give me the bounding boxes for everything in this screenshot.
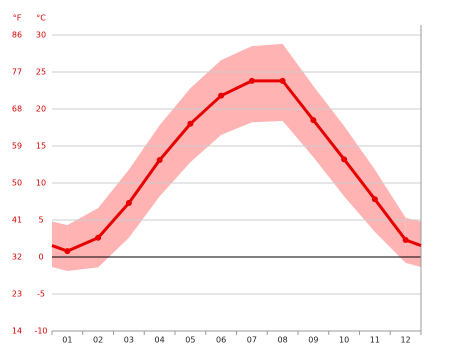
mean-point bbox=[187, 120, 194, 127]
mean-line bbox=[66, 79, 407, 253]
x-tick-label: 04 bbox=[155, 336, 165, 345]
mean-point bbox=[310, 117, 317, 124]
mean-point bbox=[341, 156, 348, 163]
y-axis-label: °C bbox=[36, 14, 46, 23]
y-tick-label: 25 bbox=[36, 68, 46, 77]
x-tick-label: 03 bbox=[124, 336, 134, 345]
y2-tick-label: 14 bbox=[12, 327, 22, 336]
y2-tick-label: 59 bbox=[12, 142, 22, 151]
y2-tick-label: 68 bbox=[12, 105, 22, 114]
x-tick-label: 09 bbox=[308, 336, 318, 345]
mean-point bbox=[156, 157, 163, 164]
y-tick-label: 15 bbox=[36, 142, 46, 151]
x-tick-label: 05 bbox=[185, 336, 195, 345]
y2-tick-label: 77 bbox=[12, 68, 22, 77]
x-tick-label: 07 bbox=[247, 336, 257, 345]
x-tick-label: 12 bbox=[401, 336, 411, 345]
mean-point bbox=[248, 77, 255, 84]
y2-tick-label: 41 bbox=[12, 216, 22, 225]
mean-point bbox=[279, 77, 286, 84]
y2-tick-label: 86 bbox=[12, 31, 22, 40]
x-tick-label: 10 bbox=[339, 336, 349, 345]
x-tick-label: 06 bbox=[216, 336, 226, 345]
x-tick-label: 08 bbox=[278, 336, 288, 345]
y2-tick-label: 32 bbox=[12, 253, 22, 262]
mean-point bbox=[402, 236, 409, 243]
mean-point bbox=[95, 234, 102, 241]
x-tick-label: 02 bbox=[93, 336, 103, 345]
mean-point bbox=[218, 92, 225, 99]
y-tick-label: -10 bbox=[34, 327, 47, 336]
mean-point bbox=[64, 248, 71, 255]
y-tick-label: 10 bbox=[36, 179, 46, 188]
mean-point bbox=[125, 199, 132, 206]
x-tick-label: 01 bbox=[62, 336, 72, 345]
y-tick-label: 5 bbox=[38, 216, 43, 225]
x-tick-label: 11 bbox=[370, 336, 380, 345]
y-tick-label: 30 bbox=[36, 31, 46, 40]
range-band-edge bbox=[52, 221, 68, 272]
y-tick-label: -5 bbox=[37, 290, 45, 299]
range-band bbox=[67, 43, 406, 272]
y2-tick-label: 23 bbox=[12, 290, 22, 299]
y2-tick-label: 50 bbox=[12, 179, 22, 188]
y-tick-label: 0 bbox=[38, 253, 43, 262]
y2-axis-label: °F bbox=[13, 14, 22, 23]
y-tick-label: 20 bbox=[36, 105, 46, 114]
mean-point bbox=[371, 196, 378, 203]
